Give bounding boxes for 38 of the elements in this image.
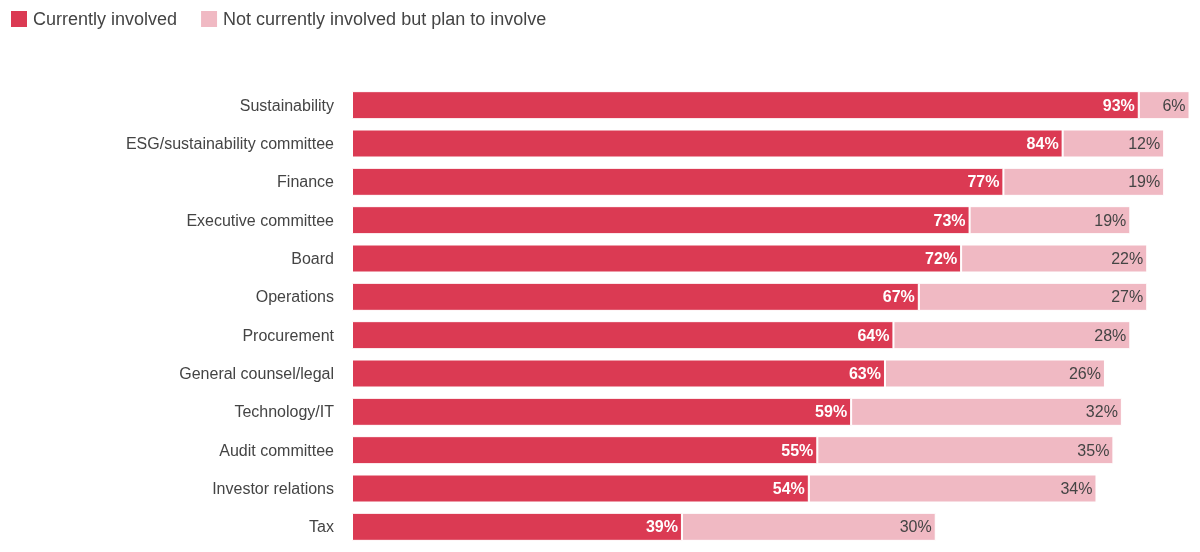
- y-tick-label: Sustainability: [239, 96, 334, 114]
- data-label: 19%: [1128, 173, 1161, 191]
- data-label: 22%: [1111, 250, 1144, 267]
- data-label: 63%: [848, 365, 881, 382]
- data-label: 19%: [1094, 211, 1127, 229]
- y-tick-label: Finance: [277, 173, 335, 191]
- y-tick-label: Technology/IT: [234, 403, 335, 421]
- data-label: 27%: [1111, 288, 1144, 306]
- data-label: 28%: [1094, 326, 1127, 344]
- data-label: 55%: [781, 441, 814, 459]
- y-tick-label: Operations: [255, 288, 334, 306]
- y-tick-label: General counsel/legal: [179, 365, 334, 382]
- data-label: 54%: [772, 480, 805, 497]
- y-tick-label: Investor relations: [212, 480, 334, 497]
- data-label: 84%: [1026, 135, 1059, 152]
- data-label: 72%: [925, 250, 958, 267]
- y-tick-label: Executive committee: [186, 211, 335, 229]
- data-label: 30%: [899, 518, 932, 536]
- legend-label: Currently involved: [33, 9, 178, 29]
- legend-label: Not currently involved but plan to involve: [223, 9, 547, 29]
- data-label: 64%: [857, 326, 890, 344]
- data-label: 26%: [1068, 365, 1101, 382]
- data-label: 39%: [645, 518, 678, 536]
- data-label: 34%: [1060, 480, 1093, 497]
- data-label: 77%: [967, 173, 1000, 191]
- data-label: 12%: [1128, 135, 1161, 152]
- y-tick-label: Audit committee: [219, 441, 335, 459]
- data-label: 6%: [1162, 96, 1186, 114]
- data-label: 35%: [1077, 441, 1110, 459]
- y-tick-label: Tax: [309, 518, 334, 536]
- data-label: 59%: [815, 403, 848, 421]
- y-tick-label: Procurement: [242, 326, 335, 344]
- data-label: 73%: [933, 211, 966, 229]
- data-label: 32%: [1085, 403, 1118, 421]
- data-label: 67%: [882, 288, 915, 306]
- data-label: 93%: [1102, 96, 1135, 114]
- y-tick-label: ESG/sustainability committee: [125, 135, 335, 152]
- y-tick-label: Board: [291, 250, 334, 267]
